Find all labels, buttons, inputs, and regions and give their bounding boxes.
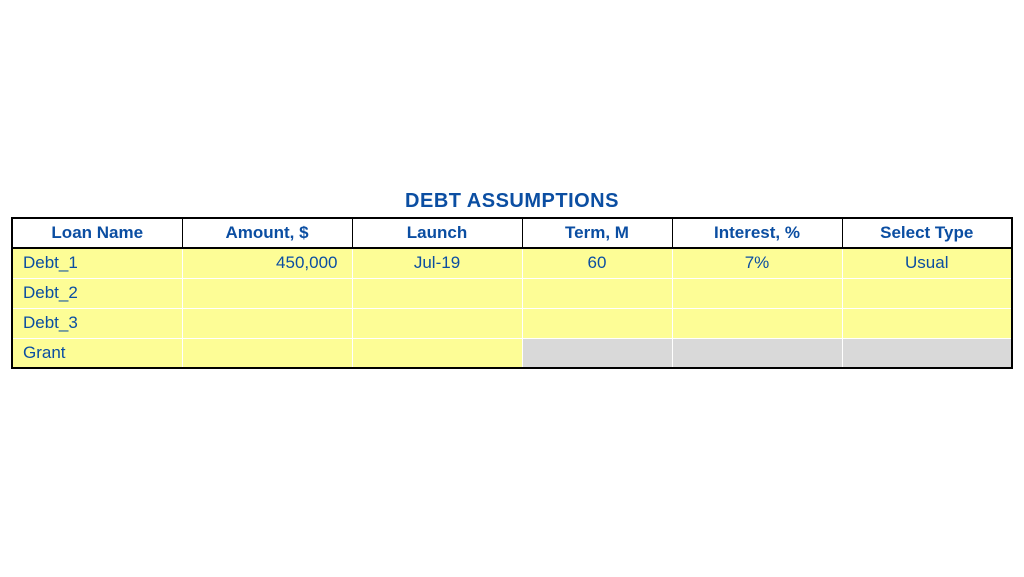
column-header: Interest, % (672, 218, 842, 248)
table-cell[interactable] (182, 308, 352, 338)
table-cell[interactable]: Debt_1 (12, 248, 182, 278)
table-cell[interactable] (522, 278, 672, 308)
table-cell[interactable]: Debt_2 (12, 278, 182, 308)
table-cell[interactable]: Debt_3 (12, 308, 182, 338)
table-cell[interactable] (182, 338, 352, 368)
table-header-row: Loan NameAmount, $LaunchTerm, MInterest,… (12, 218, 1012, 248)
table-cell[interactable]: Jul-19 (352, 248, 522, 278)
column-header: Select Type (842, 218, 1012, 248)
table-cell[interactable] (352, 338, 522, 368)
table-body: Debt_1450,000Jul-19607%UsualDebt_2Debt_3… (12, 248, 1012, 368)
table-cell[interactable] (672, 308, 842, 338)
table-cell[interactable] (842, 278, 1012, 308)
table-cell[interactable]: Grant (12, 338, 182, 368)
table-cell[interactable] (842, 338, 1012, 368)
table-cell[interactable]: 450,000 (182, 248, 352, 278)
table-cell[interactable] (182, 278, 352, 308)
table-cell[interactable] (352, 308, 522, 338)
table-title: DEBT ASSUMPTIONS (405, 190, 619, 213)
table-cell[interactable] (672, 338, 842, 368)
column-header: Amount, $ (182, 218, 352, 248)
table-cell[interactable] (352, 278, 522, 308)
debt-assumptions-table: Loan NameAmount, $LaunchTerm, MInterest,… (11, 217, 1013, 369)
table-row: Grant (12, 338, 1012, 368)
table-cell[interactable]: Usual (842, 248, 1012, 278)
column-header: Launch (352, 218, 522, 248)
table-cell[interactable] (522, 308, 672, 338)
table-row: Debt_2 (12, 278, 1012, 308)
table-row: Debt_3 (12, 308, 1012, 338)
table-cell[interactable]: 60 (522, 248, 672, 278)
column-header: Loan Name (12, 218, 182, 248)
table-cell[interactable] (842, 308, 1012, 338)
table-cell[interactable] (522, 338, 672, 368)
table-row: Debt_1450,000Jul-19607%Usual (12, 248, 1012, 278)
column-header: Term, M (522, 218, 672, 248)
table-cell[interactable] (672, 278, 842, 308)
table-cell[interactable]: 7% (672, 248, 842, 278)
